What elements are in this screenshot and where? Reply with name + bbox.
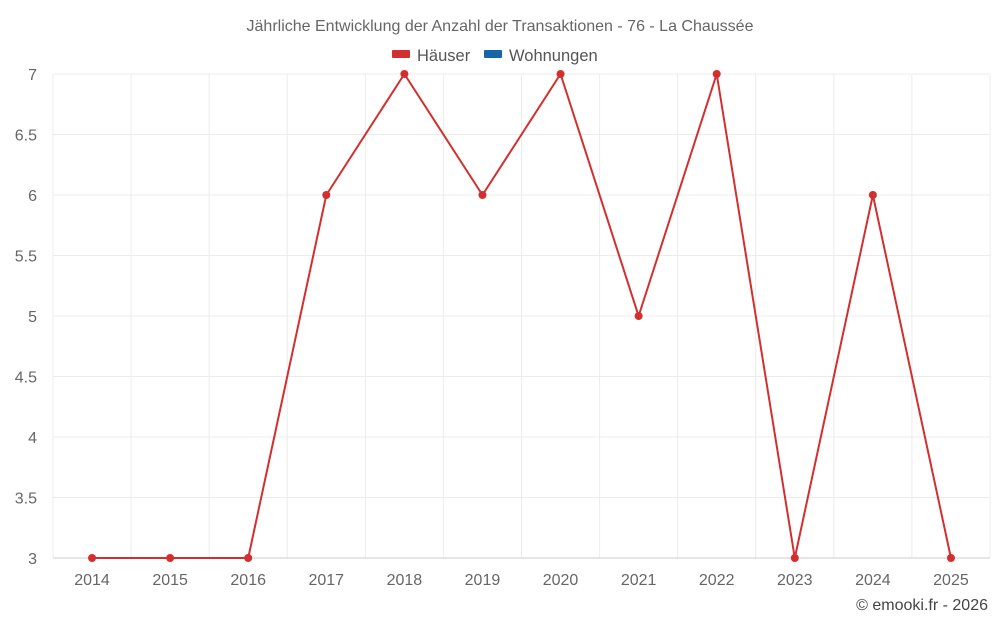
legend-swatch-wohnungen <box>484 50 502 58</box>
x-tick-label: 2020 <box>543 572 579 589</box>
y-tick-label: 4.5 <box>15 370 37 387</box>
y-tick-label: 3 <box>28 551 37 568</box>
x-tick-label: 2019 <box>465 572 501 589</box>
grid <box>52 73 991 558</box>
x-tick-label: 2016 <box>230 572 266 589</box>
legend: Häuser Wohnungen <box>392 47 598 65</box>
data-point[interactable] <box>88 554 97 562</box>
chart-title: Jährliche Entwicklung der Anzahl der Tra… <box>247 18 754 35</box>
legend-label-wohnungen: Wohnungen <box>509 47 598 65</box>
y-tick-label: 6.5 <box>15 128 37 145</box>
legend-item-haeuser[interactable]: Häuser <box>392 47 471 65</box>
x-tick-label: 2015 <box>152 572 188 589</box>
x-tick-label: 2021 <box>621 572 657 589</box>
x-tick-label: 2025 <box>933 572 969 589</box>
series-line <box>92 73 952 559</box>
x-tick-label: 2017 <box>308 572 344 589</box>
y-axis: 3 3.5 4 4.5 5 5.5 6 6.5 7 <box>15 67 37 568</box>
data-point[interactable] <box>478 191 487 199</box>
x-tick-label: 2022 <box>699 572 735 589</box>
y-tick-label: 5 <box>28 309 37 326</box>
credit-text: © emooki.fr - 2026 <box>856 597 988 614</box>
x-axis: 2014 2015 2016 2017 2018 2019 2020 2021 2022 2023… <box>53 557 990 589</box>
y-tick-label: 6 <box>28 188 37 205</box>
x-tick-label: 2018 <box>387 572 423 589</box>
data-point[interactable] <box>712 70 721 78</box>
data-point[interactable] <box>322 191 331 199</box>
data-point[interactable] <box>244 554 253 562</box>
data-point[interactable] <box>868 191 877 199</box>
data-point[interactable] <box>634 312 643 320</box>
legend-label-haeuser: Häuser <box>417 47 471 65</box>
x-tick-label: 2023 <box>777 572 813 589</box>
data-point[interactable] <box>556 70 565 78</box>
y-tick-label: 4 <box>28 430 37 447</box>
series-layer <box>88 70 955 562</box>
y-tick-label: 5.5 <box>15 249 37 266</box>
y-tick-label: 3.5 <box>15 491 37 508</box>
data-point[interactable] <box>400 70 409 78</box>
data-point[interactable] <box>166 554 175 562</box>
legend-swatch-haeuser <box>392 50 410 58</box>
x-tick-label: 2024 <box>855 572 891 589</box>
y-tick-label: 7 <box>28 67 37 84</box>
legend-item-wohnungen[interactable]: Wohnungen <box>484 47 598 65</box>
data-point[interactable] <box>790 554 799 562</box>
data-point[interactable] <box>946 554 955 562</box>
x-tick-label: 2014 <box>74 572 110 589</box>
